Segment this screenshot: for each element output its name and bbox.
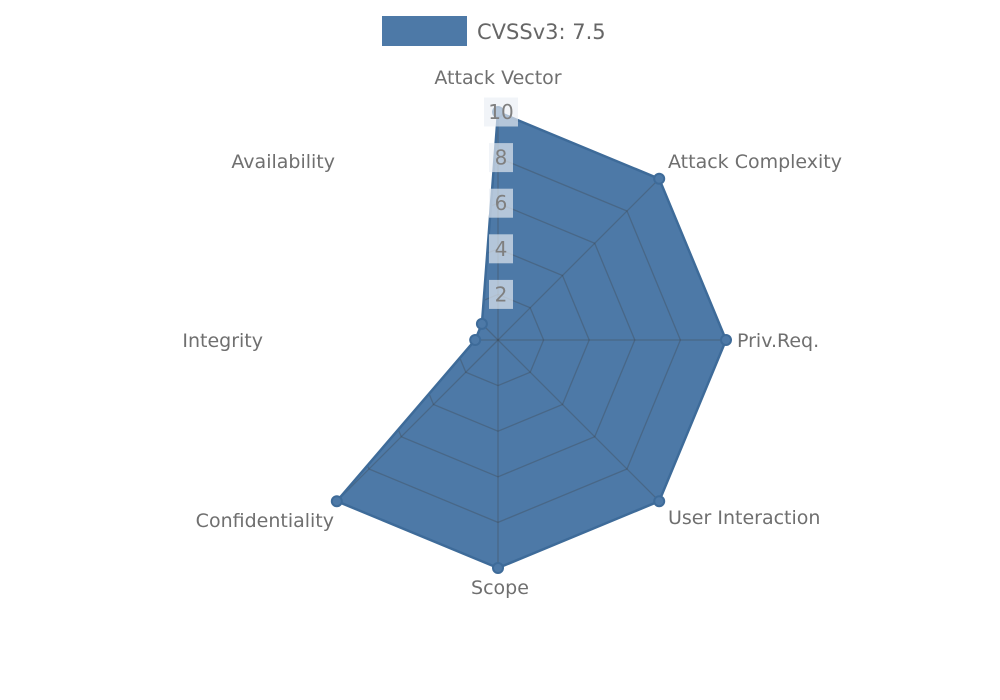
radial-tick-box	[489, 279, 513, 309]
vertex-marker	[492, 562, 504, 574]
vertex-marker	[330, 495, 343, 508]
vertex-marker	[469, 334, 482, 346]
vertex-marker	[475, 317, 488, 330]
axis-spoke	[497, 178, 660, 341]
radial-tick-box	[489, 143, 513, 173]
radar-polygon-fill	[336, 112, 726, 568]
axis-label-attack-vector: Attack Vector	[434, 67, 561, 89]
radial-tick-label: 2	[495, 282, 508, 306]
axis-spoke	[336, 178, 499, 341]
radial-tick-box	[484, 97, 518, 127]
radial-tick-label: 6	[495, 191, 508, 215]
legend-swatch	[382, 16, 467, 46]
legend: CVSSv3: 7.5	[382, 16, 606, 46]
axis-label-availability: Availability	[231, 151, 335, 173]
radial-tick-label: 8	[495, 146, 508, 170]
radial-tick-label: 10	[488, 100, 513, 124]
axis-label-priv-req: Priv.Req.	[737, 330, 819, 352]
radar-fill-layer	[336, 112, 726, 568]
axis-label-layer: Attack Vector Attack Complexity Priv.Req. U…	[182, 67, 842, 599]
axis-label-attack-complexity: Attack Complexity	[668, 151, 842, 173]
axis-label-confidentiality: Confidentiality	[196, 510, 334, 532]
axis-label-scope: Scope	[471, 577, 529, 599]
radial-tick-layer: 2 4 6 8 10	[484, 97, 518, 309]
legend-label: CVSSv3: 7.5	[477, 20, 606, 44]
vertex-marker	[653, 495, 666, 508]
axis-spoke	[497, 339, 660, 502]
vertex-marker	[720, 334, 732, 346]
axis-label-integrity: Integrity	[182, 330, 263, 352]
radial-tick-box	[489, 188, 513, 218]
radar-marker-layer	[330, 106, 732, 574]
axis-label-user-interaction: User Interaction	[668, 507, 820, 529]
radial-tick-label: 4	[495, 237, 508, 261]
vertex-marker	[653, 172, 666, 185]
axis-spoke	[336, 339, 499, 502]
radial-tick-box	[489, 234, 513, 264]
